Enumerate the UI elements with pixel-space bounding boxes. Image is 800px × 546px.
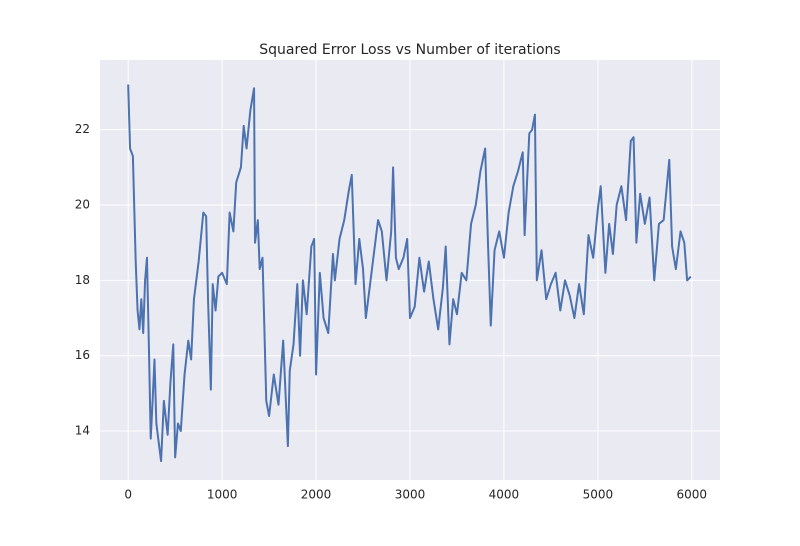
y-tick-label: 22 bbox=[75, 122, 90, 136]
x-tick-label: 0 bbox=[124, 488, 132, 502]
x-tick-label: 1000 bbox=[207, 488, 238, 502]
x-tick-label: 2000 bbox=[301, 488, 332, 502]
x-tick-label: 5000 bbox=[583, 488, 614, 502]
y-tick-label: 16 bbox=[75, 348, 90, 362]
x-tick-label: 6000 bbox=[677, 488, 708, 502]
x-tick-label: 3000 bbox=[395, 488, 426, 502]
y-tick-label: 18 bbox=[75, 273, 90, 287]
x-tick-label: 4000 bbox=[489, 488, 520, 502]
chart-title: Squared Error Loss vs Number of iteratio… bbox=[259, 42, 560, 58]
y-tick-label: 14 bbox=[75, 424, 90, 438]
line bbox=[127, 84, 692, 463]
y-tick-label: 20 bbox=[75, 198, 90, 212]
